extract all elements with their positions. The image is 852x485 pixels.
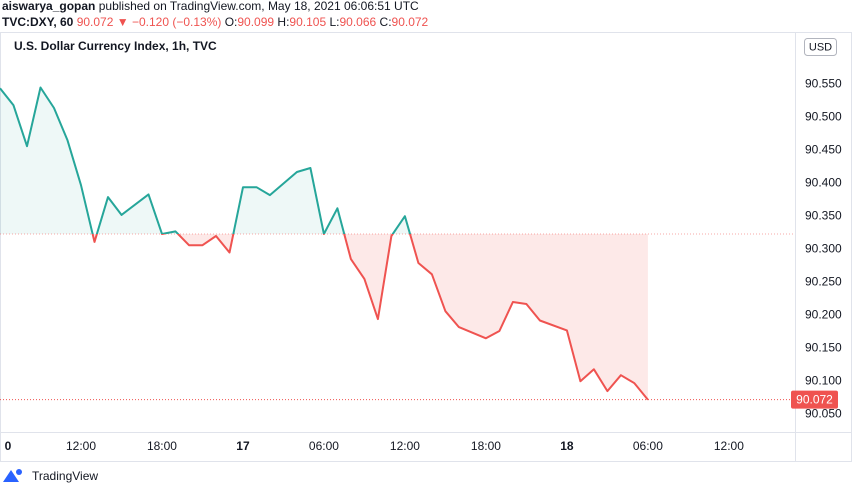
area-down [92,234,648,400]
ohlc-value: 90.099 [237,15,274,29]
line-up [0,86,412,235]
y-tick-label: 90.250 [805,274,842,288]
x-tick-label: 12:00 [390,439,420,453]
header-line: aiswarya_gopan published on TradingView.… [2,0,419,13]
last-price-label: 90.072 [796,392,833,406]
ohlc-label: L: [329,15,339,29]
ohlc-label: H: [277,15,289,29]
y-tick-label: 90.500 [805,109,842,123]
y-tick-label: 90.300 [805,241,842,255]
y-tick-label: 90.100 [805,373,842,387]
x-tick-label: 12:00 [714,439,744,453]
y-tick-label: 90.350 [805,208,842,222]
x-tick-label: 18:00 [147,439,177,453]
symbol: TVC:DXY, 60 [2,15,74,29]
x-tick-label: 18:00 [471,439,501,453]
plot [0,86,795,401]
y-tick-label: 90.050 [805,406,842,420]
x-tick-label: 12:00 [66,439,96,453]
area-up [0,87,648,235]
y-tick-label: 90.400 [805,175,842,189]
chart-title: U.S. Dollar Currency Index, 1h, TVC [14,39,217,53]
currency: USD [809,41,832,53]
footer-logo [3,469,22,482]
currency-box [804,38,837,56]
x-tick-label: 18 [560,439,574,453]
ohlc-value: 90.105 [289,15,326,29]
y-tick-label: 90.450 [805,142,842,156]
ohlc-label: C: [380,15,392,29]
x-tick-label: 0 [5,439,12,453]
x-tick-label: 06:00 [633,439,663,453]
last-price-box [791,390,838,409]
author: aiswarya_gopan [2,0,95,13]
ohlc-label: O: [225,15,238,29]
y-tick-label: 90.550 [805,76,842,90]
last: 90.072 [77,15,114,29]
change: ▼ −0.120 (−0.13%) [117,15,222,29]
ohlc-value: 90.066 [339,15,376,29]
line-down [91,234,649,401]
quote-line: TVC:DXY, 60 90.072 ▼ −0.120 (−0.13%) O:9… [2,15,429,29]
y-tick-label: 90.200 [805,307,842,321]
y-tick-label: 90.150 [805,340,842,354]
footer-brand: TradingView [32,469,98,483]
x-tick-label: 06:00 [309,439,339,453]
x-tick-label: 17 [236,439,250,453]
ohlc-value: 90.072 [392,15,429,29]
published: published on TradingView.com, May 18, 20… [99,0,419,13]
